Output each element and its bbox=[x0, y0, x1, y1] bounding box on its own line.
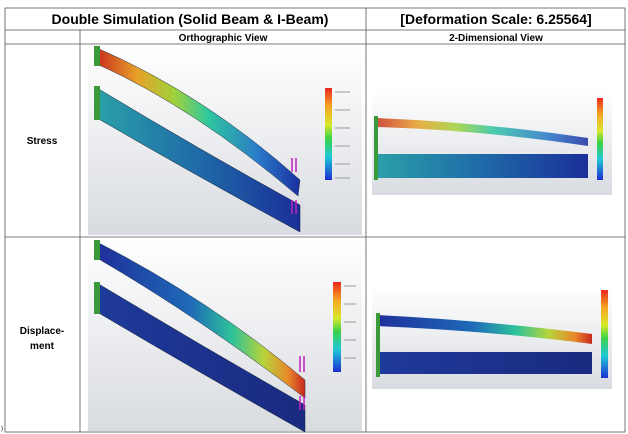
column-header: Orthographic View bbox=[179, 33, 268, 44]
row-label: Displace- bbox=[20, 326, 64, 337]
row-label: Stress bbox=[27, 136, 58, 147]
ortho-stress-image bbox=[88, 46, 362, 235]
2d-displacement-image bbox=[372, 285, 612, 389]
table-title: Double Simulation (Solid Beam & I-Beam) bbox=[52, 11, 329, 27]
column-header: 2-Dimensional View bbox=[449, 33, 543, 44]
deformation-scale: [Deformation Scale: 6.25564] bbox=[400, 11, 591, 27]
ortho-displacement-image bbox=[88, 239, 362, 432]
footnote-mark: ) bbox=[1, 426, 3, 432]
row-label: ment bbox=[30, 341, 55, 352]
2d-stress-image bbox=[372, 90, 612, 195]
document: Double Simulation (Solid Beam & I-Beam) … bbox=[0, 0, 628, 434]
